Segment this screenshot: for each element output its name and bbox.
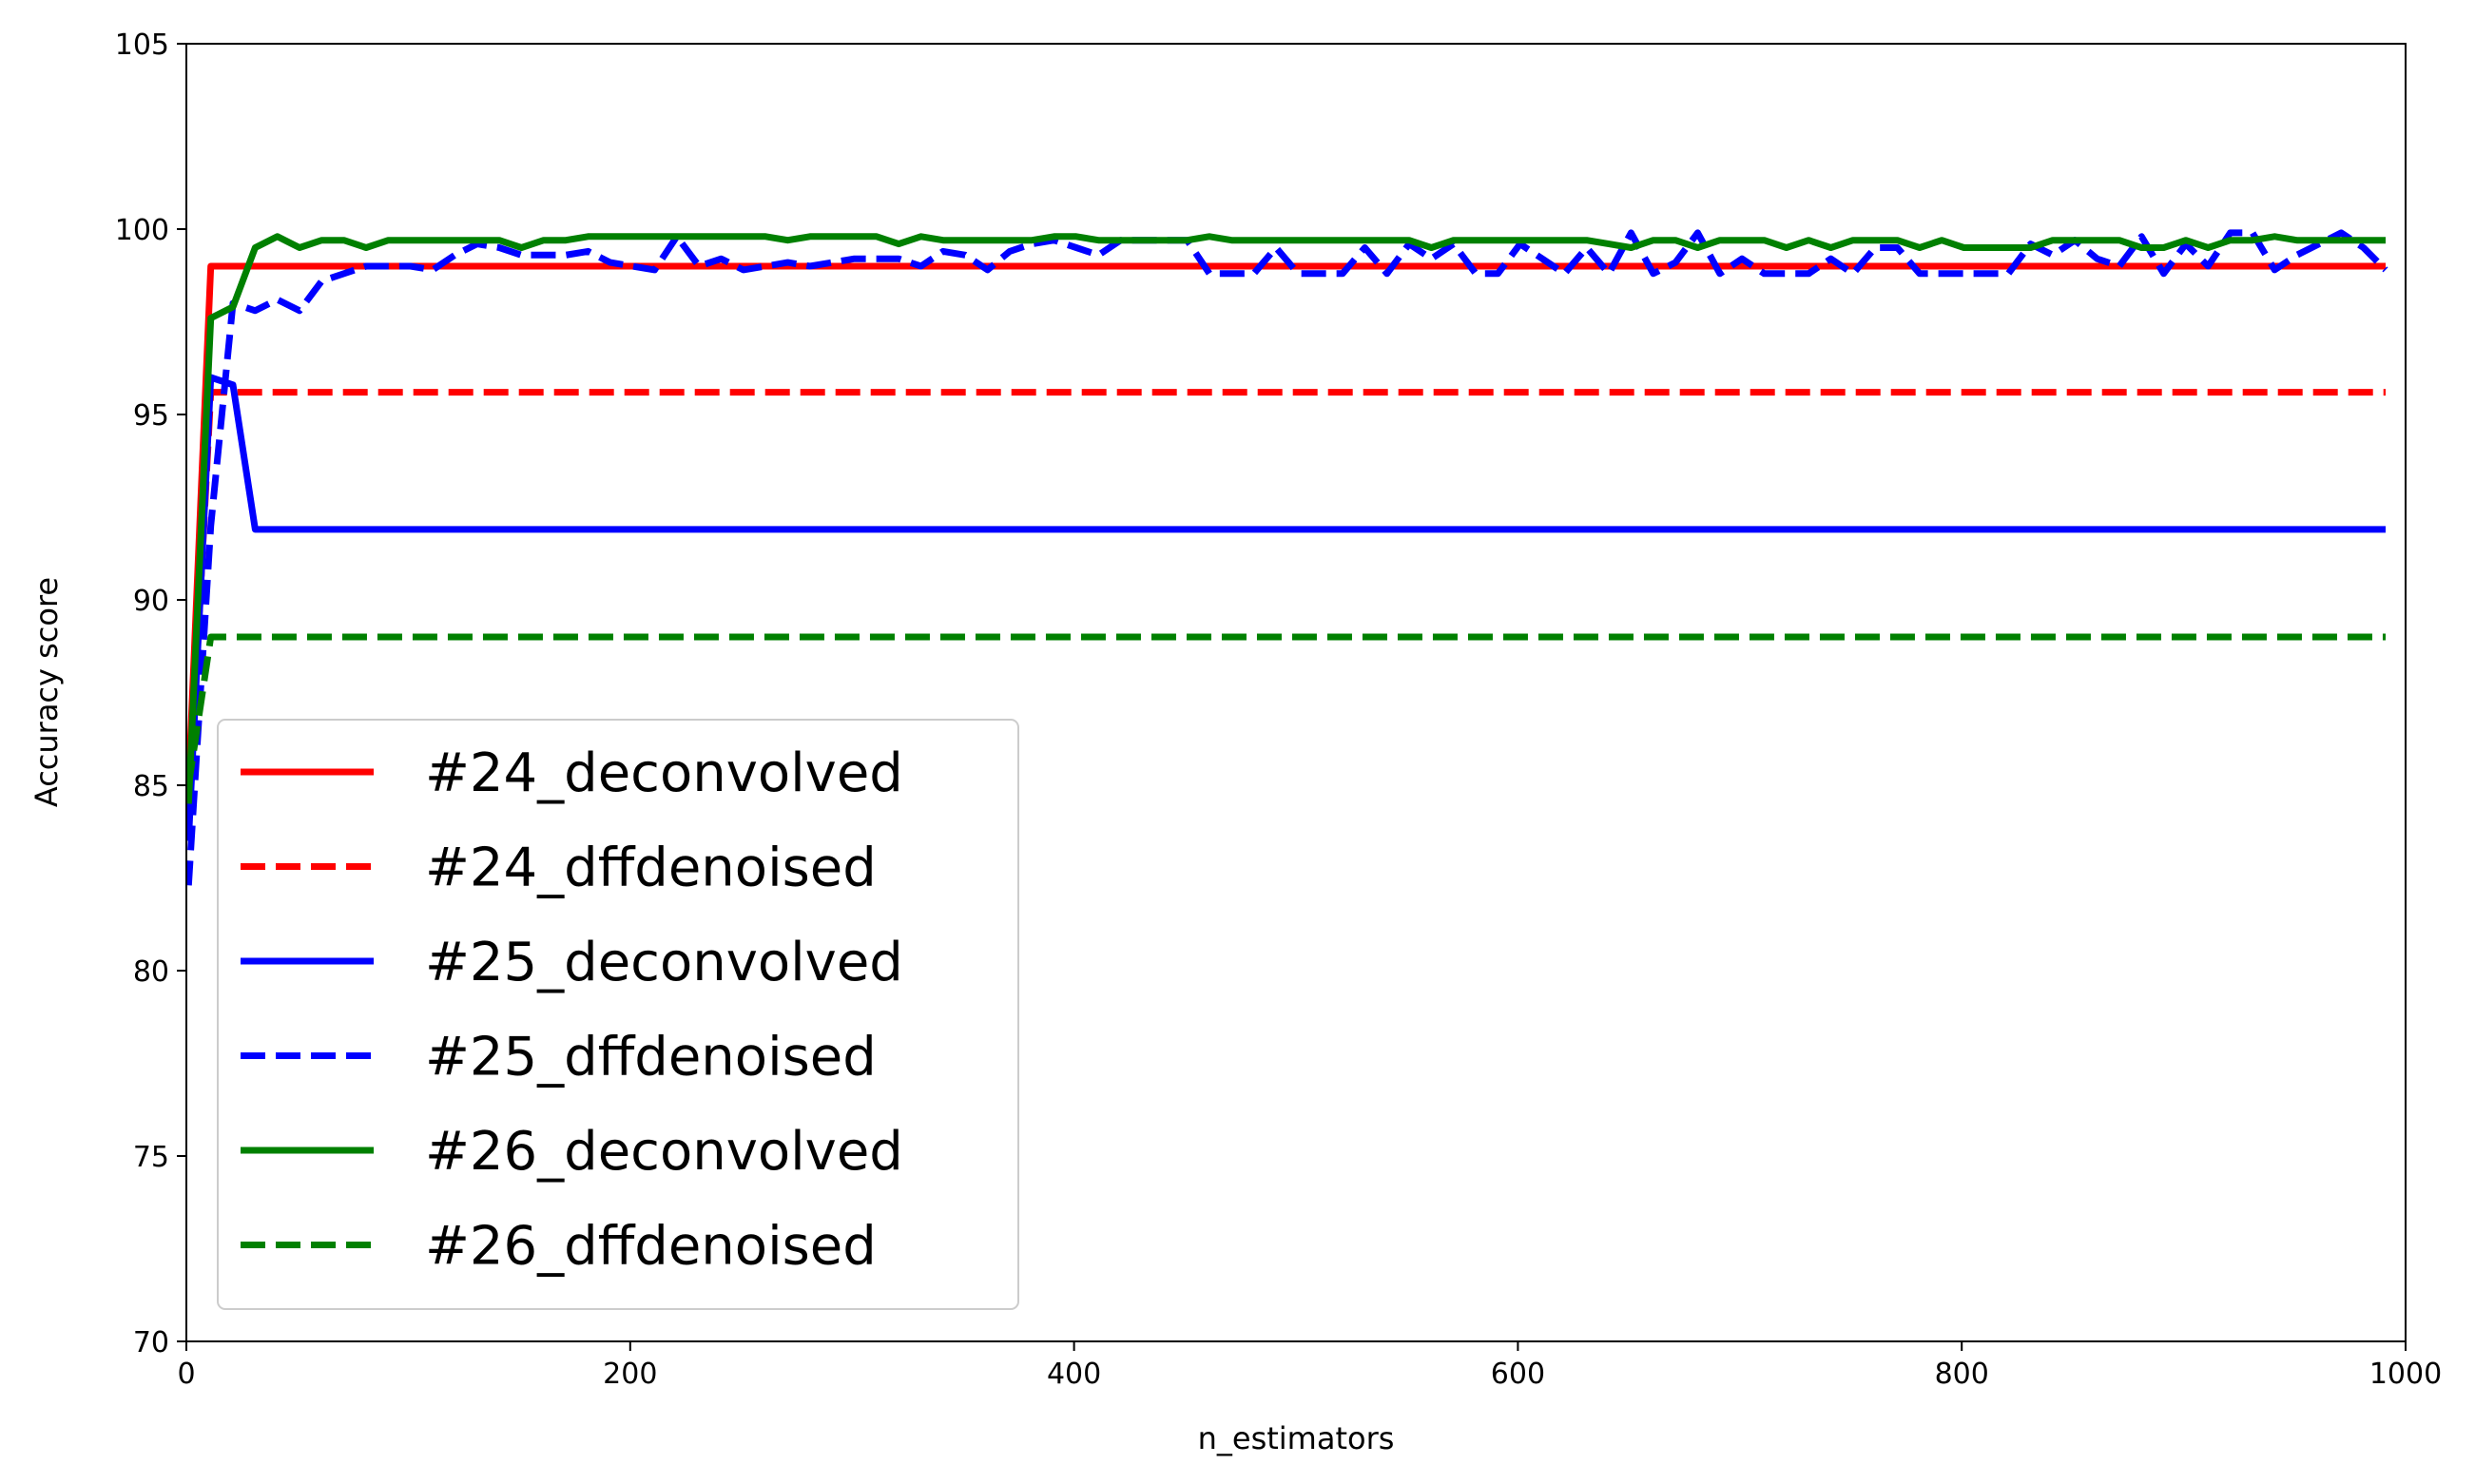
legend: #24_deconvolved #24_dffdenoised #25_deconv…	[217, 719, 1019, 1310]
y-axis: 70 75 80 85 90 95 100 105	[115, 29, 186, 1359]
series-line-26-dffdenoised	[186, 633, 2386, 786]
y-tick-label: 85	[133, 770, 169, 803]
legend-label-25-deconvolved: #25_deconvolved	[425, 932, 903, 993]
x-tick-label: 200	[603, 1358, 657, 1391]
x-tick-label: 600	[1491, 1358, 1545, 1391]
y-tick-label: 100	[115, 214, 169, 247]
legend-label-24-deconvolved: #24_deconvolved	[425, 742, 903, 804]
legend-label-24-dffdenoised: #24_dffdenoised	[425, 838, 877, 899]
series-line-26-deconvolved	[186, 233, 2386, 804]
x-tick-label: 1000	[2369, 1358, 2442, 1391]
y-tick-label: 70	[133, 1326, 169, 1359]
legend-label-26-dffdenoised: #26_dffdenoised	[425, 1216, 877, 1278]
y-axis-label: Accuracy score	[29, 577, 65, 807]
y-tick-label: 95	[133, 399, 169, 433]
series-line-25-dffdenoised	[186, 229, 2388, 886]
x-tick-label: 0	[177, 1358, 195, 1391]
x-axis: 0 200 400 600 800 1000	[177, 1341, 2442, 1391]
y-tick-label: 75	[133, 1141, 169, 1174]
legend-frame	[217, 719, 1019, 1310]
x-axis-label: n_estimators	[1198, 1420, 1395, 1456]
y-tick-label: 80	[133, 955, 169, 989]
legend-label-25-dffdenoised: #25_dffdenoised	[425, 1027, 877, 1089]
legend-label-26-deconvolved: #26_deconvolved	[425, 1121, 903, 1183]
plot-frame	[185, 43, 2407, 1342]
y-tick-label: 90	[133, 585, 169, 618]
series-layer	[186, 229, 2388, 886]
x-tick-label: 400	[1047, 1358, 1101, 1391]
x-tick-label: 800	[1935, 1358, 1989, 1391]
y-tick-label: 105	[115, 29, 169, 62]
